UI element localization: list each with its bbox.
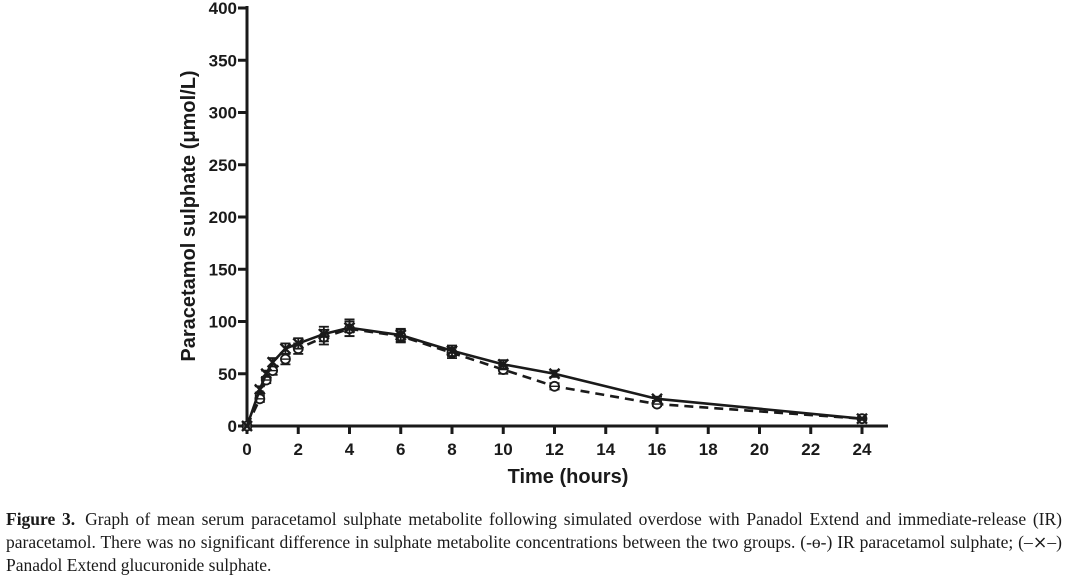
y-tick-label: 50 bbox=[218, 365, 237, 384]
figure-caption: Figure 3. Graph of mean serum paracetamol… bbox=[6, 508, 1062, 577]
data-point bbox=[446, 344, 458, 357]
x-tick-label: 16 bbox=[648, 440, 667, 459]
x-axis-title: Time (hours) bbox=[508, 466, 629, 488]
x-tick-label: 24 bbox=[853, 440, 872, 459]
data-point bbox=[497, 358, 510, 371]
x-tick-label: 14 bbox=[596, 440, 615, 459]
data-point bbox=[241, 420, 253, 432]
x-tick-label: 20 bbox=[750, 440, 769, 459]
series-2 bbox=[241, 318, 868, 432]
data-point bbox=[394, 329, 407, 341]
y-tick-label: 150 bbox=[209, 260, 237, 279]
data-point bbox=[856, 412, 868, 425]
data-point bbox=[260, 367, 273, 380]
x-tick-label: 0 bbox=[242, 440, 251, 459]
figure-caption-label: Figure 3. bbox=[6, 509, 76, 529]
data-point bbox=[279, 342, 292, 355]
x-tick-label: 12 bbox=[545, 440, 564, 459]
figure-caption-text: Graph of mean serum paracetamol sulphate… bbox=[6, 509, 1062, 575]
data-point bbox=[548, 367, 561, 380]
x-tick-label: 22 bbox=[801, 440, 820, 459]
x-tick-label: 6 bbox=[396, 440, 405, 459]
y-axis-title: Paracetamol sulphate (μmol/L) bbox=[178, 70, 200, 361]
x-tick-label: 8 bbox=[447, 440, 456, 459]
y-tick-label: 100 bbox=[209, 313, 237, 332]
chart-series-layer bbox=[241, 318, 868, 432]
data-point bbox=[292, 337, 305, 350]
y-tick-label: 300 bbox=[209, 104, 237, 123]
data-point bbox=[651, 392, 663, 405]
x-tick-label: 4 bbox=[345, 440, 355, 459]
y-tick-label: 0 bbox=[228, 417, 237, 436]
data-point bbox=[266, 356, 279, 369]
y-tick-label: 400 bbox=[209, 0, 237, 18]
x-tick-label: 18 bbox=[699, 440, 718, 459]
data-point bbox=[253, 383, 266, 396]
x-tick-label: 10 bbox=[494, 440, 513, 459]
data-point bbox=[343, 321, 356, 334]
x-tick-label: 2 bbox=[294, 440, 303, 459]
y-tick-label: 250 bbox=[209, 156, 237, 175]
y-tick-label: 200 bbox=[209, 208, 237, 227]
data-point bbox=[318, 328, 330, 340]
y-tick-label: 350 bbox=[209, 51, 237, 70]
